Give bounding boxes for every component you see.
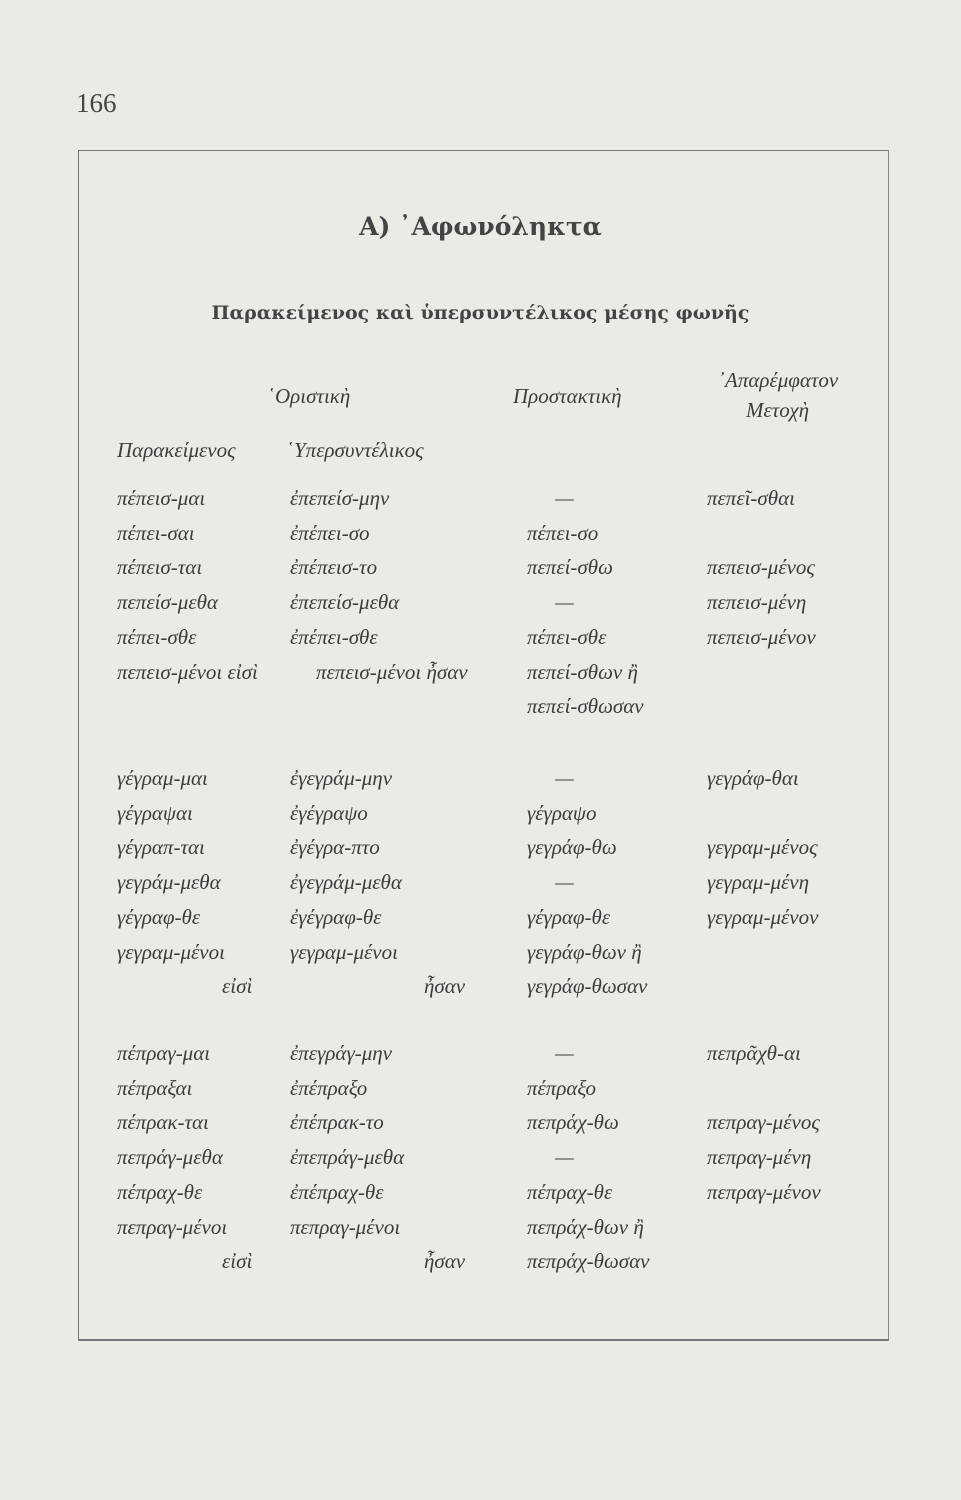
pluperfect-cell: πεπραγ-μένοι (290, 1214, 401, 1239)
pluperfect-cell: ἐπέπει-σο (290, 520, 370, 545)
participle-cell: πεπεῖ-σθαι (707, 486, 795, 510)
pluperfect-cell: ἐγέγραψο (290, 800, 368, 825)
perfect-cell: γέγραφ-θε (117, 904, 201, 929)
imperative-cell: πέπει-σο (527, 520, 599, 545)
section-title: Α) ᾿Αφωνόληκτα (359, 212, 602, 241)
perfect-cell: γεγραμ-μένοι (117, 939, 225, 964)
header-pluperfect: ῾Υπερσυντέλικος (287, 438, 424, 462)
perfect-cell: πέπει-σθε (117, 624, 197, 649)
pluperfect-cell: πεπεισ-μένοι ἦσαν (316, 659, 468, 684)
page-number: 166 (76, 88, 117, 118)
imperative-cell: πέπραξο (527, 1075, 597, 1100)
perfect-cell: γεγράμ-μεθα (117, 870, 221, 895)
pluperfect-cell: ἐπέπρακ-το (290, 1110, 384, 1135)
pluperfect-cell: ἐπέπει-σθε (290, 624, 378, 649)
perfect-cell: πεπραγ-μένοι (117, 1214, 228, 1239)
perfect-cell: πεπείσ-μεθα (117, 590, 218, 615)
pluperfect-cell: ἐπεπείσ-μεθα (290, 590, 400, 615)
imperative-cell: πέπει-σθε (527, 624, 607, 649)
perfect-cell: πέπρακ-ται (117, 1110, 209, 1135)
perfect-cell: πέπεισ-ται (117, 555, 203, 580)
pluperfect-cell: ἐγέγρα-πτο (290, 835, 380, 860)
pluperfect-cell: ἐπέπραχ-θε (290, 1179, 384, 1204)
header-participle: Μετοχὴ (746, 398, 810, 422)
imperative-cell: πέπραχ-θε (527, 1179, 613, 1204)
imperative-cell: πεπράχ-θων ἢ (527, 1214, 644, 1239)
imperative-cell: γέγραφ-θε (527, 904, 611, 929)
pluperfect-cell: ἐγεγράμ-μεθα (290, 870, 402, 895)
imperative-cell: γεγράφ-θωσαν (527, 974, 648, 999)
perfect-cell: πεπράγ-μεθα (117, 1145, 223, 1170)
perfect-cell: πέπει-σαι (117, 520, 195, 545)
participle-cell: γεγράφ-θαι (707, 766, 799, 790)
table-frame (78, 150, 889, 1341)
imperative-cell: — (555, 590, 574, 615)
participle-cell: πεπεισ-μένον (707, 624, 816, 649)
imperative-cell: πεπράχ-θωσαν (527, 1249, 650, 1274)
imperative-cell: πεπεί-σθωσαν (527, 694, 644, 719)
participle-cell: γεγραμ-μένος (707, 835, 818, 860)
perfect-cell: πέπραξαι (117, 1075, 193, 1100)
section-subtitle: Παρακείμενος καὶ ὑπερσυντέλικος μέσης φω… (211, 302, 750, 324)
pluperfect-cell: ἐγεγράμ-μην (290, 766, 393, 790)
imperative-cell: γεγράφ-θων ἢ (527, 939, 642, 964)
pluperfect-cell: ἐπέπεισ-το (290, 555, 378, 580)
pluperfect-cell: ἦσαν (424, 974, 466, 999)
perfect-cell: γέγραψαι (117, 800, 193, 825)
imperative-cell: — (555, 486, 574, 510)
header-indicative: ῾Οριστικὴ (268, 384, 351, 408)
imperative-cell: — (555, 870, 574, 895)
perfect-cell: πέπεισ-μαι (117, 486, 206, 510)
perfect-cell: πεπεισ-μένοι εἰσὶ (117, 659, 258, 684)
pluperfect-cell: ἐπεγράγ-μην (290, 1041, 392, 1065)
pluperfect-cell: ἦσαν (424, 1249, 466, 1274)
header-perfect: Παρακείμενος (117, 438, 236, 462)
perfect-cell: γέγραμ-μαι (117, 766, 208, 790)
perfect-cell: πέπραγ-μαι (117, 1041, 211, 1065)
participle-cell: πεπραγ-μένον (707, 1179, 821, 1204)
perfect-cell: γέγραπ-ται (117, 835, 205, 860)
participle-cell: πεπεισ-μένη (707, 590, 807, 615)
imperative-cell: πεπεί-σθω (527, 555, 613, 580)
participle-cell: πεπρᾶχθ-αι (707, 1041, 801, 1065)
participle-cell: πεπραγ-μένη (707, 1145, 812, 1170)
header-infinitive: ᾿Απαρέμφατον (718, 368, 839, 392)
perfect-cell: πέπραχ-θε (117, 1179, 203, 1204)
imperative-cell: γεγράφ-θω (527, 835, 617, 860)
imperative-cell: — (555, 766, 574, 790)
imperative-cell: — (555, 1041, 574, 1065)
perfect-cell: εἰσὶ (222, 974, 253, 999)
participle-cell: γεγραμ-μένον (707, 904, 819, 929)
pluperfect-cell: γεγραμ-μένοι (290, 939, 398, 964)
perfect-cell: εἰσὶ (222, 1249, 253, 1274)
pluperfect-cell: ἐπέπραξο (290, 1075, 368, 1100)
imperative-cell: γέγραψο (527, 800, 597, 825)
pluperfect-cell: ἐπεπράγ-μεθα (290, 1145, 405, 1170)
imperative-cell: πεπράχ-θω (527, 1110, 619, 1135)
participle-cell: πεπραγ-μένος (707, 1110, 820, 1135)
imperative-cell: — (555, 1145, 574, 1170)
imperative-cell: πεπεί-σθων ἢ (527, 659, 638, 684)
participle-cell: πεπεισ-μένος (707, 555, 815, 580)
pluperfect-cell: ἐπεπείσ-μην (290, 486, 390, 510)
header-imperative: Προστακτικὴ (513, 384, 622, 408)
pluperfect-cell: ἐγέγραφ-θε (290, 904, 382, 929)
participle-cell: γεγραμ-μένη (707, 870, 810, 895)
